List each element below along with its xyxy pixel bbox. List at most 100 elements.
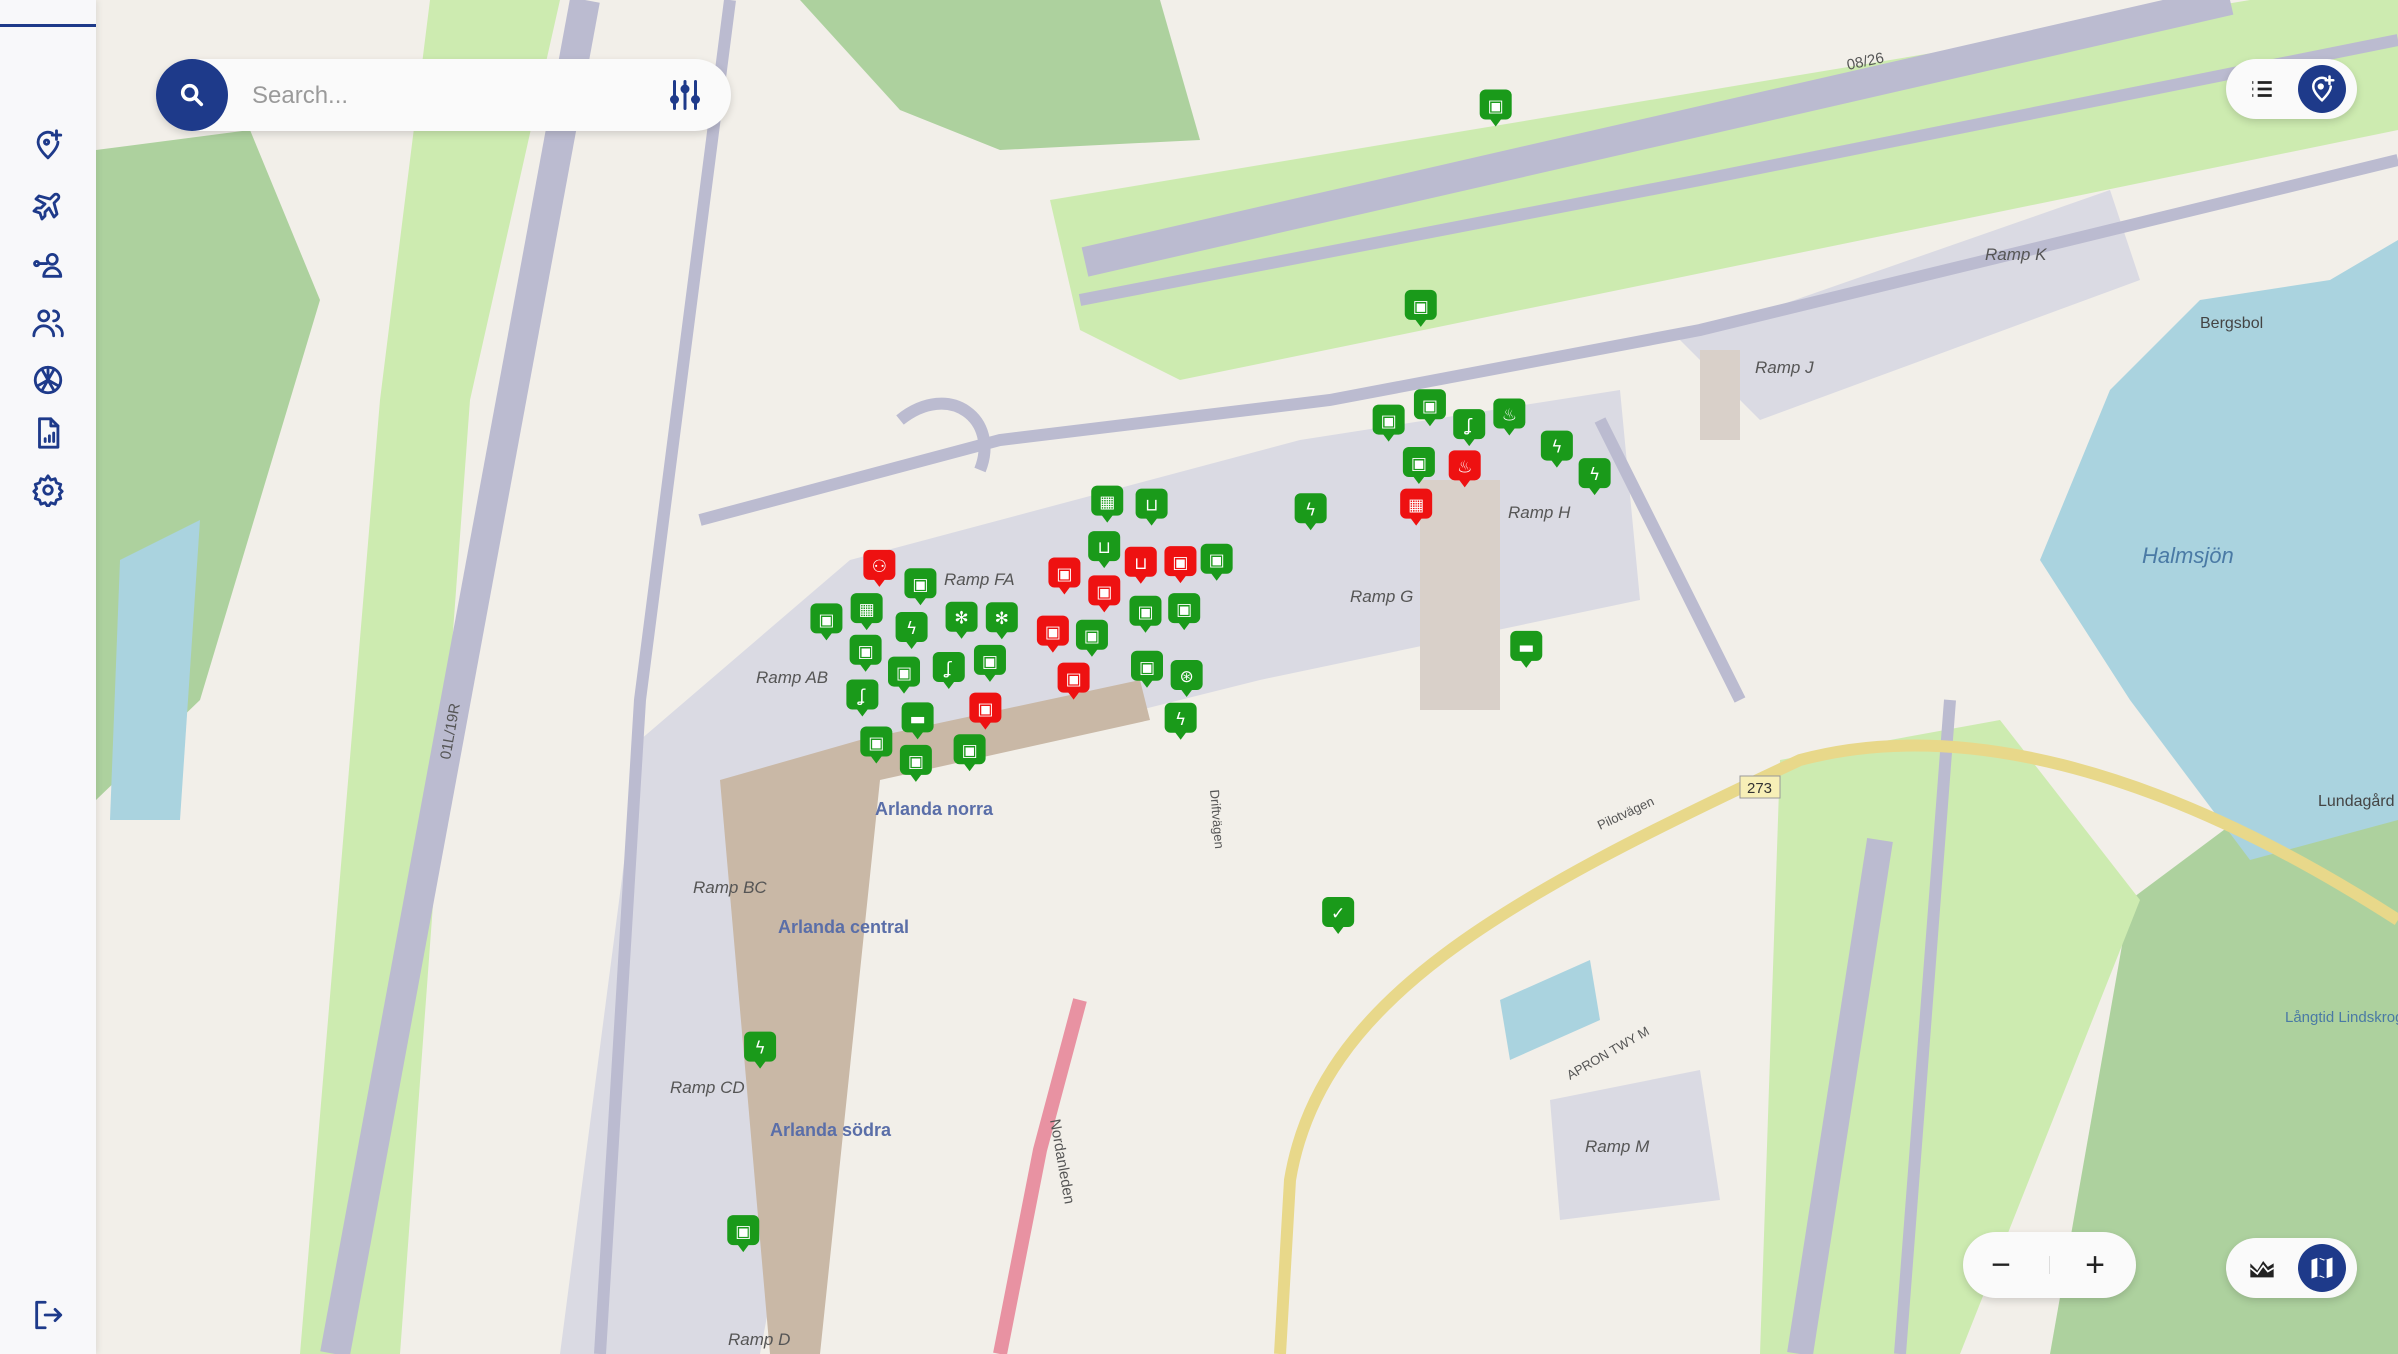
luggage-icon: ▣ — [1422, 396, 1438, 416]
marker-luggage-alert[interactable]: ▣ — [1088, 575, 1121, 613]
marker-car-ok[interactable]: ▬ — [1510, 630, 1543, 668]
zoom-in-button[interactable]: + — [2085, 1245, 2105, 1284]
marker-luggage-ok[interactable]: ▣ — [727, 1215, 760, 1253]
marker-cart-ok[interactable]: ⊔ — [1088, 531, 1121, 569]
marker-luggage-ok[interactable]: ▣ — [1131, 650, 1164, 688]
bolt-icon: ϟ — [1305, 500, 1316, 520]
marker-fire-ok[interactable]: ♨ — [1493, 398, 1526, 436]
grass-area — [1760, 720, 2140, 1354]
luggage-icon: ▣ — [868, 734, 884, 754]
search-input[interactable] — [250, 73, 634, 119]
list-view-button[interactable] — [2238, 65, 2286, 113]
marker-luggage-ok[interactable]: ▣ — [1168, 593, 1201, 631]
marker-bolt-ok[interactable]: ϟ — [1164, 702, 1197, 740]
luggage-icon: ▣ — [1488, 97, 1504, 117]
marker-luggage-ok[interactable]: ▣ — [904, 568, 937, 606]
marker-bolt-ok[interactable]: ϟ — [1578, 458, 1611, 496]
marker-hook-ok[interactable]: ʆ — [932, 651, 965, 689]
zoom-controls: − + — [1963, 1232, 2136, 1298]
marker-bolt-ok[interactable]: ϟ — [1540, 430, 1573, 468]
zoom-out-button[interactable]: − — [1991, 1245, 2011, 1284]
marker-conveyor-ok[interactable]: ▦ — [1091, 485, 1124, 523]
label-ramp-bc: Ramp BC — [693, 878, 767, 897]
marker-cart-ok[interactable]: ⊔ — [1135, 488, 1168, 526]
luggage-icon: ▣ — [1066, 670, 1082, 690]
marker-luggage-ok[interactable]: ▣ — [1413, 389, 1446, 427]
sidebar-item-add-location[interactable] — [28, 125, 68, 165]
marker-luggage-ok[interactable]: ▣ — [899, 744, 932, 782]
conveyor-icon: ▦ — [859, 600, 875, 620]
marker-snowflake-ok[interactable]: ✻ — [945, 601, 978, 639]
marker-conveyor-ok[interactable]: ▦ — [850, 593, 883, 631]
marker-hook-ok[interactable]: ʆ — [1453, 409, 1486, 447]
search-icon — [180, 83, 204, 107]
marker-car-ok[interactable]: ▬ — [901, 702, 934, 740]
marker-luggage-ok[interactable]: ▣ — [1129, 595, 1162, 633]
user-key-icon — [33, 252, 63, 278]
car-icon: ▬ — [910, 709, 926, 729]
sidebar-item-settings[interactable] — [28, 470, 68, 510]
marker-luggage-ok[interactable]: ▣ — [1479, 89, 1512, 127]
cart-icon: ⊔ — [1145, 496, 1158, 516]
luggage-icon: ▣ — [1137, 603, 1153, 623]
luggage-icon: ▣ — [1045, 623, 1061, 643]
filter-button[interactable] — [667, 77, 703, 113]
marker-luggage-alert[interactable]: ▣ — [1036, 615, 1069, 653]
cart-icon: ⊔ — [1134, 554, 1147, 574]
marker-check-ok[interactable]: ✓ — [1322, 897, 1355, 935]
water — [110, 520, 200, 820]
terrain-layer-button[interactable] — [2238, 1244, 2286, 1292]
add-pin-button[interactable] — [2298, 65, 2346, 113]
marker-hook-ok[interactable]: ʆ — [846, 679, 879, 717]
marker-fire-alert[interactable]: ♨ — [1448, 450, 1481, 488]
marker-luggage-ok[interactable]: ▣ — [973, 644, 1006, 682]
sidebar-item-users[interactable] — [28, 303, 68, 343]
marker-toilet-alert[interactable]: ⚇ — [863, 549, 896, 587]
grass-area — [1050, 0, 2398, 380]
marker-bolt-ok[interactable]: ϟ — [895, 612, 928, 650]
search-button[interactable] — [156, 59, 228, 131]
marker-luggage-ok[interactable]: ▣ — [888, 656, 921, 694]
marker-bolt-ok[interactable]: ϟ — [744, 1031, 777, 1069]
logout-button[interactable] — [28, 1295, 68, 1335]
bolt-icon: ϟ — [754, 1039, 765, 1059]
marker-luggage-ok[interactable]: ▣ — [1372, 404, 1405, 442]
marker-luggage-alert[interactable]: ▣ — [1057, 662, 1090, 700]
marker-luggage-ok[interactable]: ▣ — [849, 634, 882, 672]
sidebar-item-ai-assistant[interactable] — [28, 360, 68, 400]
marker-luggage-ok[interactable]: ▣ — [953, 734, 986, 772]
building — [1700, 350, 1740, 440]
label-ramp-cd: Ramp CD — [670, 1078, 745, 1097]
marker-luggage-ok[interactable]: ▣ — [810, 603, 843, 641]
marker-tractor-ok[interactable]: ⊛ — [1170, 659, 1203, 697]
list-icon — [2252, 81, 2272, 97]
sidebar-item-flights[interactable] — [28, 185, 68, 225]
hook-icon: ʆ — [857, 687, 867, 707]
marker-conveyor-alert[interactable]: ▦ — [1400, 488, 1433, 526]
marker-luggage-ok[interactable]: ▣ — [860, 726, 893, 764]
marker-bolt-ok[interactable]: ϟ — [1294, 493, 1327, 531]
sidebar — [0, 0, 96, 1354]
marker-cart-alert[interactable]: ⊔ — [1124, 546, 1157, 584]
marker-luggage-ok[interactable]: ▣ — [1200, 543, 1233, 581]
map-layer-button[interactable] — [2298, 1244, 2346, 1292]
divider — [2049, 1256, 2050, 1274]
label-langtid: Långtid Lindskrog — [2285, 1009, 2398, 1026]
marker-snowflake-ok[interactable]: ✻ — [985, 602, 1018, 640]
marker-luggage-ok[interactable]: ▣ — [1075, 619, 1108, 657]
sidebar-item-reports[interactable] — [28, 413, 68, 453]
marker-luggage-ok[interactable]: ▣ — [1404, 289, 1437, 327]
sidebar-item-user-access[interactable] — [28, 245, 68, 285]
marker-luggage-alert[interactable]: ▣ — [969, 692, 1002, 730]
label-arlanda-norra: Arlanda norra — [875, 799, 994, 819]
luggage-icon: ▣ — [912, 575, 928, 595]
marker-luggage-ok[interactable]: ▣ — [1402, 447, 1435, 485]
label-ramp-j: Ramp J — [1755, 358, 1814, 377]
conveyor-icon: ▦ — [1099, 493, 1115, 513]
marker-luggage-alert[interactable]: ▣ — [1048, 557, 1081, 595]
label-ramp-h: Ramp H — [1508, 503, 1571, 522]
marker-luggage-alert[interactable]: ▣ — [1164, 546, 1197, 584]
luggage-icon: ▣ — [1176, 600, 1192, 620]
label-bergsbol: Bergsbol — [2200, 315, 2263, 332]
